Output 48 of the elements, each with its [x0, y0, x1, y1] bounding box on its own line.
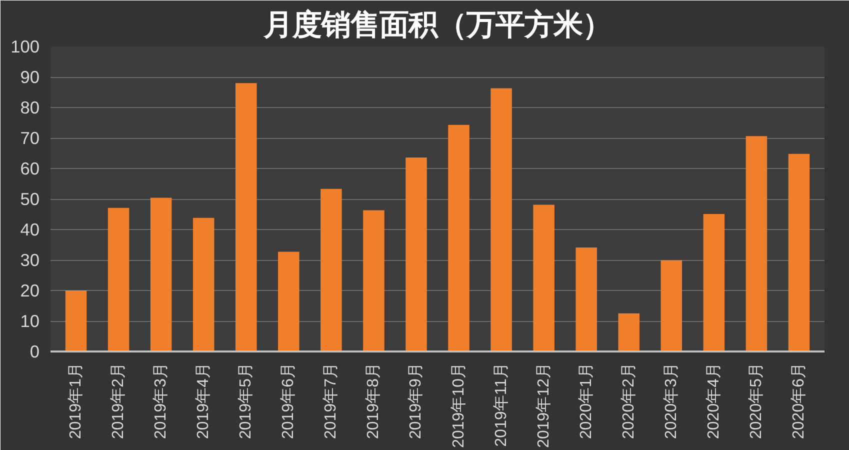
x-tick-label: 2020年4月: [705, 362, 722, 439]
x-tick-label: 2019年3月: [152, 362, 170, 439]
bar: [618, 313, 640, 352]
x-tick-label: 2020年1月: [578, 362, 595, 439]
x-tick-label: 2020年6月: [790, 362, 808, 439]
bar: [576, 247, 597, 352]
x-tick-label: 2019年8月: [365, 362, 382, 439]
y-tick-label: 20: [20, 280, 40, 300]
x-tick-label: 2020年3月: [662, 362, 680, 439]
x-tick-label: 2019年2月: [110, 362, 128, 439]
y-tick-label: 0: [30, 342, 40, 362]
x-tick-label: 2019年10月: [450, 362, 468, 448]
bar: [108, 208, 130, 352]
bar: [65, 290, 87, 352]
x-tick-label: 2019年4月: [195, 362, 212, 439]
bar: [235, 83, 257, 352]
y-tick-label: 10: [20, 311, 40, 331]
bar: [448, 124, 470, 352]
chart-title: 月度销售面积（万平方米）: [262, 8, 612, 42]
x-tick-label: 2019年7月: [322, 362, 340, 439]
bar: [788, 154, 810, 352]
y-tick-label: 60: [20, 158, 40, 178]
y-tick-label: 30: [20, 250, 40, 270]
x-tick-label: 2019年12月: [535, 362, 552, 448]
bar: [533, 204, 554, 352]
bar: [278, 252, 300, 352]
y-tick-label: 80: [20, 98, 40, 118]
bar: [150, 198, 172, 352]
bar: [320, 188, 342, 352]
x-tick-label: 2019年5月: [238, 362, 255, 439]
bar: [363, 210, 384, 352]
bar: [490, 88, 512, 352]
x-tick-label: 2019年6月: [280, 362, 298, 439]
bar: [746, 136, 768, 352]
bar: [703, 214, 725, 352]
y-tick-label: 40: [20, 220, 40, 240]
x-tick-label: 2020年5月: [748, 362, 765, 439]
y-tick-label: 50: [20, 189, 40, 209]
x-tick-label: 2020年2月: [620, 362, 638, 439]
bar: [660, 260, 682, 352]
x-tick-label: 2019年9月: [408, 362, 425, 439]
y-tick-label: 90: [20, 67, 40, 87]
y-tick-label: 100: [10, 36, 40, 56]
bar: [406, 158, 427, 352]
x-tick-label: 2019年11月: [492, 362, 510, 447]
bar: [192, 218, 214, 352]
y-tick-label: 70: [20, 128, 40, 148]
x-tick-label: 2019年1月: [68, 362, 85, 439]
